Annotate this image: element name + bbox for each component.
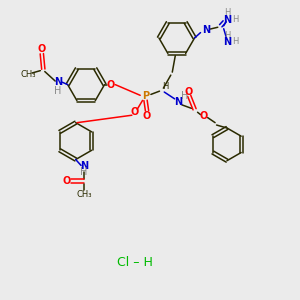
Text: O: O [38,44,46,54]
Text: N: N [223,37,231,46]
Text: O: O [200,111,208,121]
Text: H: H [224,31,230,40]
Text: N: N [223,15,231,25]
Text: H: H [232,37,239,46]
Text: N: N [54,76,62,87]
Text: O: O [143,110,151,121]
Text: O: O [62,176,70,186]
Text: H: H [224,8,230,17]
Text: O: O [184,87,193,97]
Text: N: N [174,97,182,107]
Text: CH₃: CH₃ [20,70,36,79]
Text: H: H [181,91,188,101]
Text: O: O [130,107,138,117]
Text: H: H [55,86,62,96]
Text: CH₃: CH₃ [76,190,92,199]
Text: N: N [80,161,88,171]
Text: H: H [232,15,239,24]
Text: O: O [107,80,115,90]
Text: H: H [80,167,88,177]
Text: P: P [142,91,149,101]
Text: H: H [162,82,169,91]
Text: N: N [202,25,210,34]
Text: Cl – H: Cl – H [117,256,153,269]
